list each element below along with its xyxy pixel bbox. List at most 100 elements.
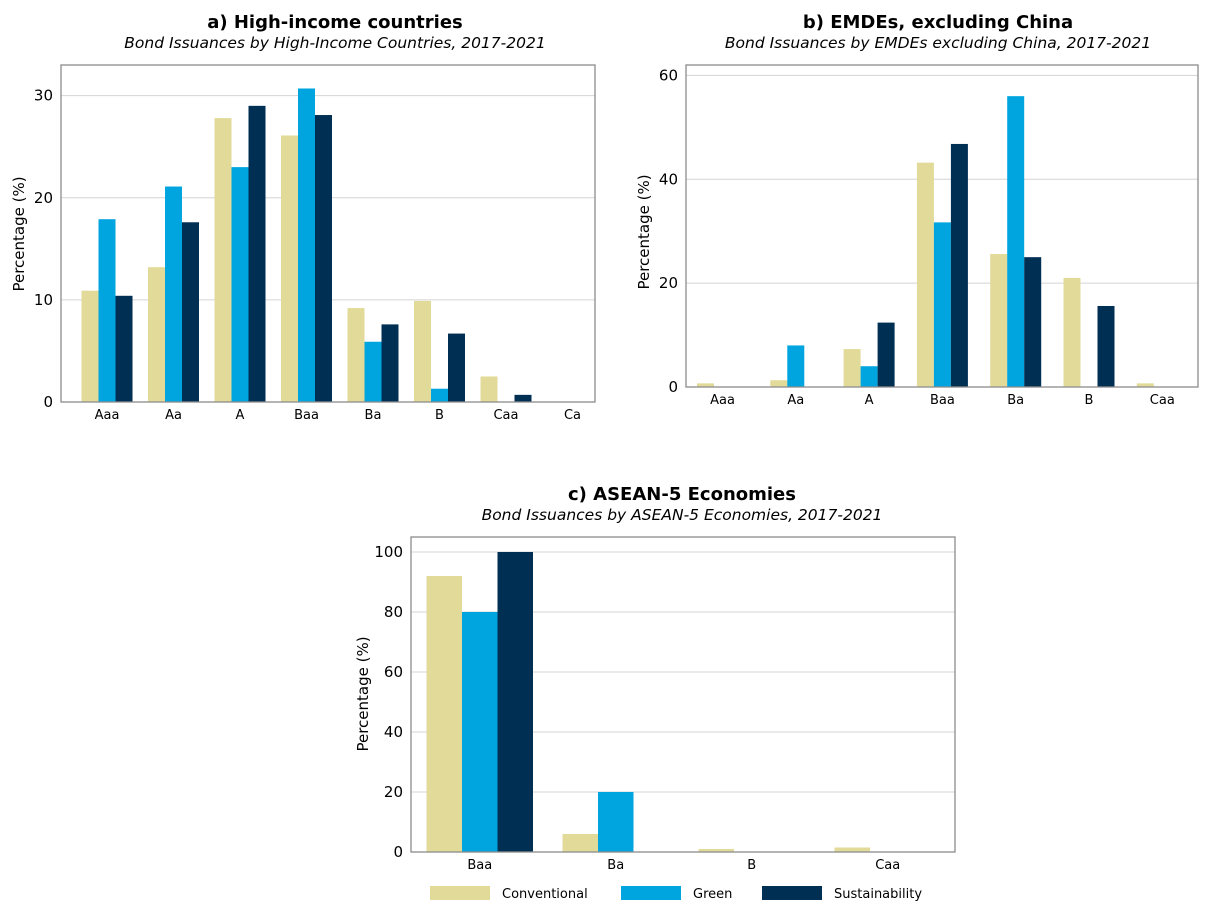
legend-swatch-conventional: [430, 886, 490, 900]
y-axis-label: Percentage (%): [354, 636, 372, 751]
y-tick-label: 30: [34, 87, 53, 105]
bars: [426, 552, 870, 852]
legend-label-conventional: Conventional: [502, 887, 588, 902]
bar-green-ba: [598, 792, 634, 852]
bar-sustainability-a: [877, 322, 895, 387]
bar-green-baa: [933, 222, 951, 387]
bar-green-ba: [364, 341, 382, 402]
chart-title: c) ASEAN-5 Economies: [568, 484, 796, 505]
bar-conventional-baa: [281, 135, 298, 403]
chart-title: b) EMDEs, excluding China: [803, 12, 1073, 33]
x-tick-label: Ba: [1007, 393, 1024, 408]
bar-sustainability-baa: [315, 115, 332, 402]
bar-conventional-caa: [1136, 383, 1154, 387]
chart-panel-c: c) ASEAN-5 Economies Bond Issuances by A…: [354, 484, 956, 873]
chart-panel-b: b) EMDEs, excluding China Bond Issuances…: [635, 12, 1199, 408]
bar-conventional-ba: [990, 254, 1008, 387]
x-tick-label: Ba: [365, 408, 382, 423]
x-tick-label: Aaa: [710, 393, 735, 408]
x-tick-label: Baa: [467, 858, 492, 873]
y-tick-label: 40: [659, 170, 678, 188]
bar-green-b: [431, 388, 448, 402]
bar-conventional-aaa: [697, 383, 714, 387]
x-tick-label: Aaa: [95, 408, 120, 423]
bar-green-baa: [462, 612, 498, 852]
bar-green-aa: [165, 186, 182, 402]
y-tick-label: 0: [43, 393, 53, 411]
x-tick-labels: Aaa Aa A Baa Ba B Caa Ca: [95, 408, 581, 423]
x-tick-label: Caa: [493, 408, 518, 423]
legend-label-sustainability: Sustainability: [834, 887, 922, 902]
legend: Conventional Green Sustainability: [430, 886, 922, 902]
x-tick-label: Baa: [930, 393, 955, 408]
chart-title: a) High-income countries: [207, 12, 463, 33]
bar-green-a: [860, 366, 878, 387]
x-tick-label: Baa: [294, 408, 319, 423]
y-tick-labels: 0 20 40 60: [659, 66, 678, 396]
y-tick-labels: 0 20 40 60 80 100: [374, 543, 403, 861]
legend-swatch-green: [621, 886, 681, 900]
x-tick-label: B: [1085, 393, 1094, 408]
x-tick-label: B: [747, 858, 756, 873]
bar-sustainability-ba: [381, 324, 399, 402]
bar-sustainability-ba: [1024, 257, 1042, 387]
bar-conventional-caa: [834, 847, 870, 852]
bar-sustainability-aaa: [115, 295, 133, 402]
bar-sustainability-a: [248, 105, 266, 403]
x-tick-label: Ca: [564, 408, 581, 423]
bar-green-baa: [298, 88, 315, 402]
x-tick-labels: Aaa Aa A Baa Ba B Caa: [710, 393, 1175, 408]
bar-conventional-ba: [562, 834, 598, 852]
y-tick-label: 20: [384, 783, 403, 801]
x-tick-label: B: [435, 408, 444, 423]
y-tick-label: 100: [374, 543, 403, 561]
bars: [697, 96, 1154, 388]
y-axis-label: Percentage (%): [10, 176, 28, 291]
bar-green-a: [231, 167, 249, 402]
chart-subtitle: Bond Issuances by ASEAN-5 Economies, 201…: [482, 506, 883, 524]
bar-conventional-a: [214, 118, 232, 402]
x-tick-label: A: [236, 408, 245, 423]
y-tick-label: 20: [659, 274, 678, 292]
chart-panel-a: a) High-income countries Bond Issuances …: [10, 12, 596, 423]
bar-sustainability-baa: [497, 552, 533, 852]
bar-sustainability-aa: [182, 222, 199, 402]
y-tick-label: 20: [34, 189, 53, 207]
y-axis-label: Percentage (%): [635, 174, 653, 289]
y-tick-label: 0: [393, 843, 403, 861]
bar-conventional-baa: [916, 162, 934, 387]
bar-green-aa: [787, 345, 805, 387]
x-tick-label: Aa: [165, 408, 182, 423]
x-tick-label: A: [865, 393, 874, 408]
bars: [81, 88, 532, 403]
y-tick-label: 60: [384, 663, 403, 681]
chart-subtitle: Bond Issuances by High-Income Countries,…: [124, 34, 545, 52]
plot-frame: [60, 64, 596, 403]
bar-conventional-caa: [480, 376, 498, 402]
y-tick-label: 60: [659, 66, 678, 84]
bar-conventional-b: [1063, 277, 1081, 387]
bar-conventional-ba: [347, 308, 365, 402]
bar-sustainability-baa: [950, 143, 968, 387]
plot-frame: [410, 536, 956, 853]
y-tick-label: 10: [34, 291, 53, 309]
bar-conventional-a: [843, 349, 861, 387]
x-tick-label: Caa: [875, 858, 900, 873]
bar-conventional-baa: [426, 576, 462, 852]
bar-conventional-b: [698, 849, 734, 852]
x-tick-label: Ba: [607, 858, 624, 873]
y-tick-label: 40: [384, 723, 403, 741]
bar-sustainability-b: [1097, 305, 1115, 387]
y-tick-labels: 0 10 20 30: [34, 87, 53, 411]
bar-sustainability-b: [448, 333, 465, 402]
x-tick-label: Caa: [1150, 393, 1175, 408]
x-tick-label: Aa: [787, 393, 804, 408]
x-tick-labels: Baa Ba B Caa: [467, 858, 900, 873]
legend-swatch-sustainability: [762, 886, 822, 900]
plot-frame: [685, 64, 1199, 388]
y-tick-label: 80: [384, 603, 403, 621]
bar-conventional-aa: [770, 380, 788, 387]
bar-conventional-aa: [148, 267, 165, 402]
bar-green-ba: [1007, 96, 1025, 388]
